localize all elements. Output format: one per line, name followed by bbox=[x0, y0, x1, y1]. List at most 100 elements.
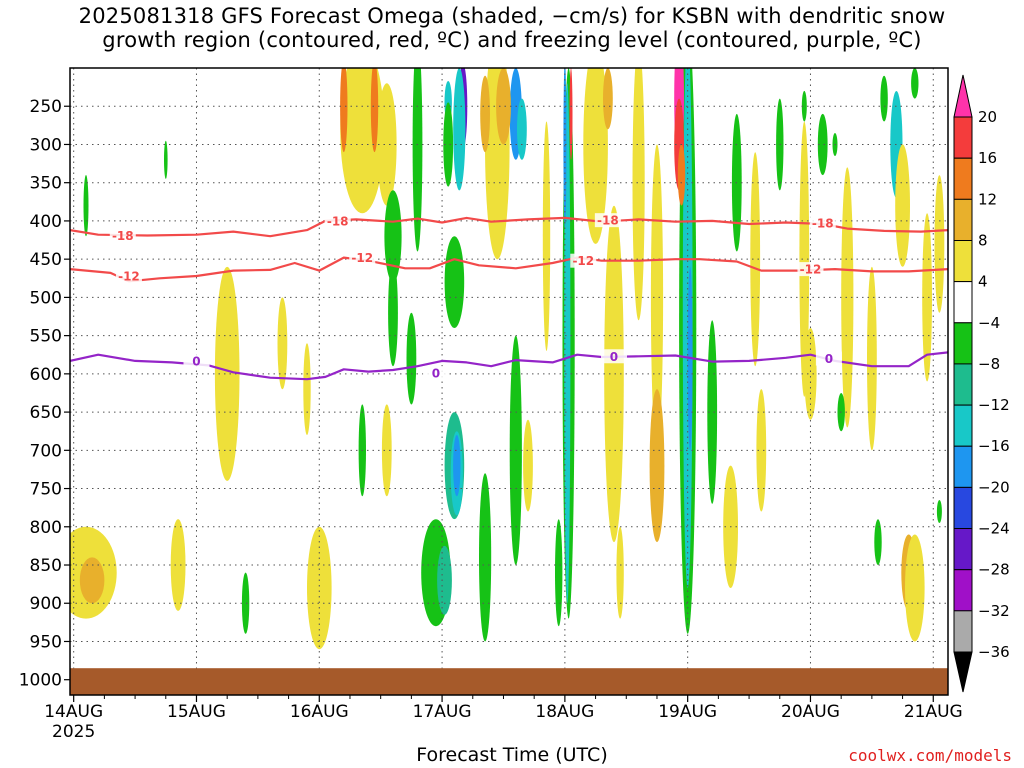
omega-shade-region bbox=[874, 519, 882, 565]
omega-shade-region bbox=[707, 320, 718, 504]
omega-shade-region bbox=[799, 121, 810, 397]
colorbar-label: 16 bbox=[978, 149, 997, 167]
y-tick-label: 600 bbox=[30, 365, 62, 385]
colorbar-bottom-triangle bbox=[953, 651, 973, 693]
omega-shade-region bbox=[542, 121, 551, 351]
x-tick-label: 21AUG bbox=[904, 702, 963, 722]
contour-label: -18 bbox=[112, 229, 134, 243]
omega-shade-region bbox=[381, 404, 392, 497]
chart-title-line-2: growth region (contoured, red, ºC) and f… bbox=[102, 28, 922, 52]
y-tick-label: 1000 bbox=[19, 671, 62, 691]
omega-shade-region bbox=[817, 113, 828, 176]
omega-shade-region bbox=[936, 500, 942, 523]
y-tick-label: 900 bbox=[30, 594, 62, 614]
omega-shade-region bbox=[79, 557, 105, 604]
y-tick-label: 500 bbox=[30, 288, 62, 308]
x-tick-label: 15AUG bbox=[167, 702, 226, 722]
colorbar-swatch bbox=[953, 486, 973, 530]
colorbar-swatch bbox=[953, 322, 973, 365]
y-tick-label: 850 bbox=[30, 556, 62, 576]
colorbar-swatch bbox=[953, 404, 973, 447]
colorbar-swatch bbox=[953, 528, 973, 571]
colorbar-label: 8 bbox=[978, 232, 988, 250]
y-tick-label: 750 bbox=[30, 480, 62, 500]
surface-fill bbox=[70, 668, 948, 695]
contour-label: -18 bbox=[812, 217, 834, 231]
colorbar-swatch bbox=[953, 198, 973, 242]
colorbar-swatch bbox=[953, 363, 973, 406]
contour-label-bg bbox=[809, 216, 836, 231]
contour-label: -12 bbox=[351, 251, 373, 265]
x-tick-label: 18AUG bbox=[535, 702, 594, 722]
contour-label-bg bbox=[815, 351, 842, 366]
chart-title-line-1: 2025081318 GFS Forecast Omega (shaded, −… bbox=[78, 4, 946, 28]
omega-shade-region bbox=[170, 519, 186, 611]
x-axis-label: Forecast Time (UTC) bbox=[416, 744, 608, 766]
colorbar-top-triangle bbox=[953, 74, 973, 118]
colorbar-label: 20 bbox=[978, 108, 997, 126]
contour-label-bg bbox=[422, 366, 449, 381]
omega-shade-region bbox=[453, 68, 466, 191]
y-tick-label: 950 bbox=[30, 632, 62, 652]
contour-label: -12 bbox=[800, 263, 822, 277]
omega-shade-region bbox=[479, 473, 492, 642]
omega-shade-region bbox=[867, 266, 877, 451]
omega-shade-region bbox=[307, 526, 332, 650]
omega-shade-region bbox=[241, 572, 250, 634]
omega-shade-region bbox=[214, 266, 240, 481]
omega-shade-region bbox=[922, 213, 932, 382]
omega-shade-region bbox=[616, 526, 624, 619]
y-tick-label: 300 bbox=[30, 135, 62, 155]
y-tick-label: 700 bbox=[30, 441, 62, 461]
omega-shade-region bbox=[377, 83, 397, 206]
omega-shade-region bbox=[677, 144, 686, 206]
omega-shade-region bbox=[905, 534, 925, 642]
contour-label-bg bbox=[594, 213, 621, 228]
y-tick-label: 450 bbox=[30, 250, 62, 270]
omega-shade-region bbox=[517, 98, 527, 160]
omega-shade-region bbox=[164, 140, 168, 179]
chart-title: 2025081318 GFS Forecast Omega (shaded, −… bbox=[0, 4, 1024, 52]
colorbar: 20 16 12 8 4 −4 −8 −12 −16 −20 −24 −28 −32 −36 bbox=[953, 74, 1010, 693]
omega-shade-region bbox=[804, 328, 817, 420]
x-tick-label: 16AUG bbox=[290, 702, 349, 722]
contour-label: 0 bbox=[825, 352, 833, 366]
contour-label: -18 bbox=[597, 214, 619, 228]
omega-shade-region bbox=[384, 190, 402, 283]
credit-link[interactable]: coolwx.com/models bbox=[848, 746, 1012, 765]
omega-shading bbox=[70, 68, 945, 650]
contour-label: 0 bbox=[432, 367, 440, 381]
colorbar-label: −24 bbox=[978, 520, 1010, 538]
omega-shade-region bbox=[523, 419, 533, 512]
omega-shade-region bbox=[303, 343, 311, 435]
omega-shade-region bbox=[388, 259, 398, 367]
colorbar-swatch bbox=[953, 157, 973, 200]
contour-label: -12 bbox=[572, 254, 594, 268]
y-tick-label: 650 bbox=[30, 403, 62, 423]
contour-label-bg bbox=[324, 213, 351, 228]
colorbar-label: −16 bbox=[978, 437, 1010, 455]
colorbar-label: 12 bbox=[978, 190, 997, 208]
y-tick-label: 350 bbox=[30, 174, 62, 194]
x-tick-label: 19AUG bbox=[658, 702, 717, 722]
contour-label-bg bbox=[600, 349, 627, 364]
contour-label: -18 bbox=[327, 214, 349, 228]
contour-line bbox=[70, 256, 948, 283]
omega-shade-region bbox=[340, 68, 348, 153]
omega-shade-region bbox=[453, 435, 461, 497]
colorbar-label: −4 bbox=[978, 314, 1000, 332]
omega-shade-region bbox=[603, 68, 613, 130]
omega-shade-region bbox=[632, 68, 645, 321]
omega-shade-region bbox=[934, 175, 945, 313]
colorbar-label: −36 bbox=[978, 643, 1010, 661]
omega-shade-region bbox=[444, 236, 465, 328]
colorbar-label: −32 bbox=[978, 602, 1010, 620]
omega-shade-region bbox=[370, 68, 379, 153]
temperature-contours: -18 -18 -18 -18 -12 -12 -12 -12 0 0 0 0 bbox=[70, 213, 948, 381]
omega-shade-region bbox=[277, 297, 288, 390]
y-axis: 250 300 350 400 450 500 550 600 650 700 750 800 850 9… bbox=[19, 97, 70, 691]
y-tick-label: 550 bbox=[30, 327, 62, 347]
omega-shade-region bbox=[911, 68, 919, 99]
